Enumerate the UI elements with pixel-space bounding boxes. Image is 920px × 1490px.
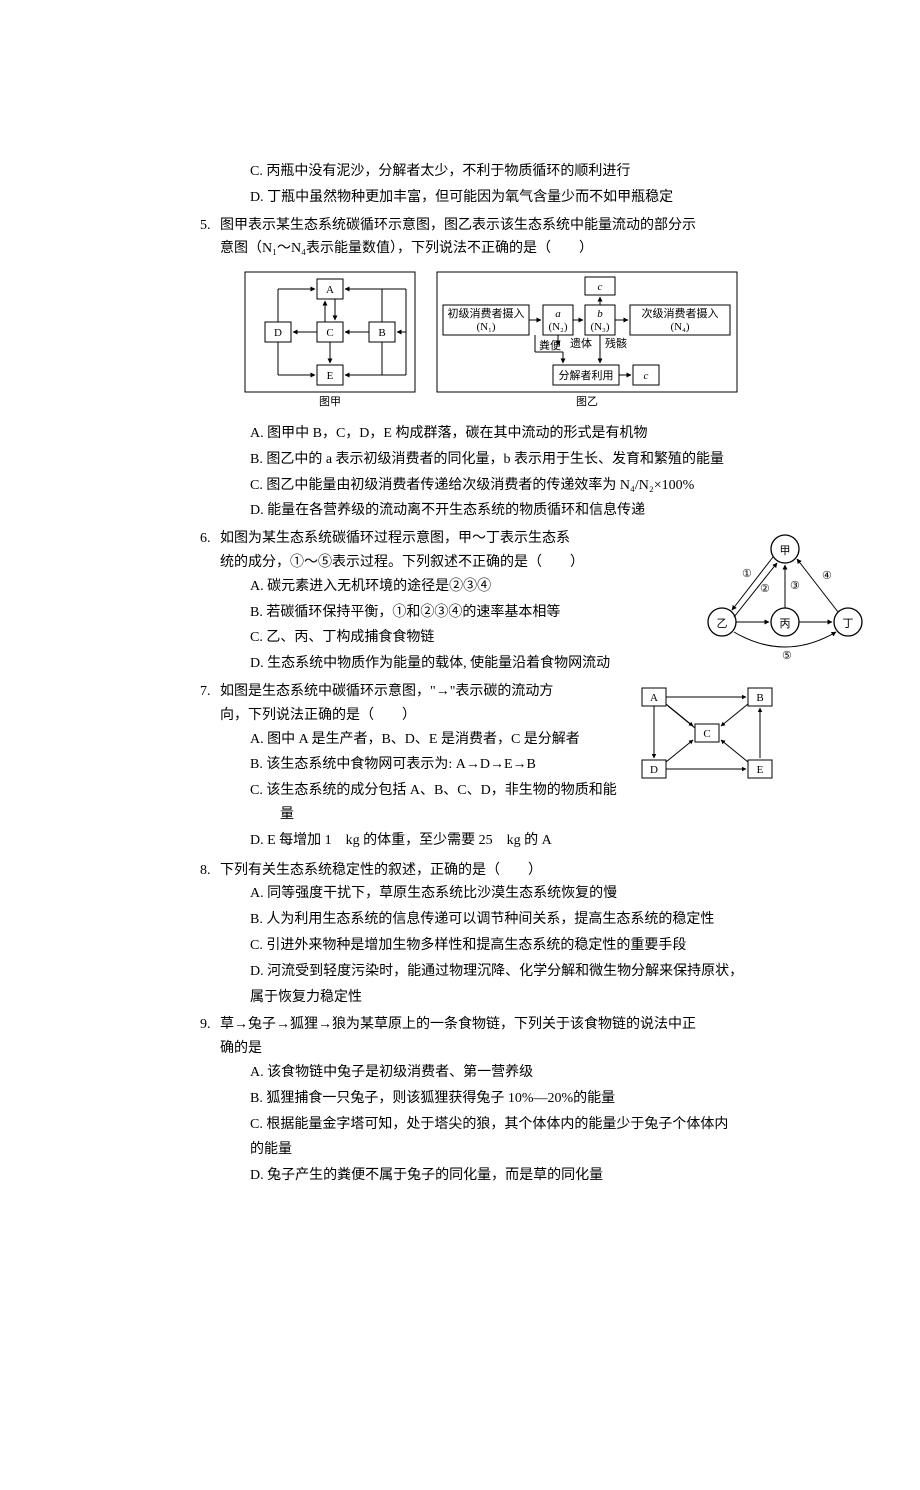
svg-text:丙: 丙 xyxy=(780,618,791,630)
svg-text:遗体: 遗体 xyxy=(570,336,592,350)
q6-stem-line1: 如图为某生态系统碳循环过程示意图，甲～丁表示生态系 xyxy=(220,527,770,551)
q5-stem-line1: 图甲表示某生态系统碳循环示意图，图乙表示该生态系统中能量流动的部分示 xyxy=(220,214,770,238)
q6-opt-c: C. 乙、丙、丁构成捕食食物链 xyxy=(250,626,770,650)
svg-text:②: ② xyxy=(760,583,770,595)
q9-stem-line2: 确的是 xyxy=(220,1037,770,1061)
diagram-yi: 初级消费者摄入 (N₁) a(N₂) b(N₃) 次级消费者摄入 (N₄) c … xyxy=(437,272,737,407)
jia-D: D xyxy=(274,327,282,339)
svg-text:b: b xyxy=(597,308,603,320)
q8-opt-d-l1: D. 河流受到轻度污染时，能通过物理沉降、化学分解和微生物分解来保持原状， xyxy=(250,960,770,984)
jia-A: A xyxy=(326,284,334,296)
yi-label: 图乙 xyxy=(576,395,598,407)
q9-stem-line1: 草→兔子→狐狸→狼为某草原上的一条食物链，下列关于该食物链的说法中正 xyxy=(220,1013,770,1037)
q9-opt-b: B. 狐狸捕食一只兔子，则该狐狸获得兔子 10%—20%的能量 xyxy=(250,1087,770,1111)
svg-text:a: a xyxy=(555,308,561,320)
page-container: C. 丙瓶中没有泥沙，分解者太少，不利于物质循环的顺利进行 D. 丁瓶中虽然物种… xyxy=(0,0,920,1490)
question-5: 5. 图甲表示某生态系统碳循环示意图，图乙表示该生态系统中能量流动的部分示 意图… xyxy=(220,214,770,524)
svg-text:初级消费者摄入: 初级消费者摄入 xyxy=(448,306,525,320)
svg-text:甲: 甲 xyxy=(780,545,791,557)
svg-text:③: ③ xyxy=(790,580,800,592)
q7-opt-d: D. E 每增加 1 kg 的体重，至少需要 25 kg 的 A xyxy=(250,829,770,853)
q5-opt-b: B. 图乙中的 a 表示初级消费者的同化量，b 表示用于生长、发育和繁殖的能量 xyxy=(250,448,770,472)
question-8: 8. 下列有关生态系统稳定性的叙述，正确的是（ ） A. 同等强度干扰下，草原生… xyxy=(220,859,770,1010)
question-7: 7. A B C D E 如图是生态系统中碳循环示意图，"→" xyxy=(220,680,770,855)
q8-opt-d-l2: 属于恢复力稳定性 xyxy=(250,986,770,1010)
svg-text:C: C xyxy=(703,728,710,740)
q6-stem-line2: 统的成分，①～⑤表示过程。下列叙述不正确的是（ ） xyxy=(220,551,770,575)
diagram-jia: A D C B E xyxy=(245,272,415,407)
svg-text:乙: 乙 xyxy=(717,617,728,630)
q8-opt-a: A. 同等强度干扰下，草原生态系统比沙漠生态系统恢复的慢 xyxy=(250,882,770,906)
q5-opt-d: D. 能量在各营养级的流动离不开生态系统的物质循环和信息传递 xyxy=(250,499,770,523)
jia-B: B xyxy=(378,327,385,339)
svg-text:(N₂): (N₂) xyxy=(548,321,567,333)
svg-text:(N₁): (N₁) xyxy=(476,321,495,333)
q9-number: 9. xyxy=(200,1013,211,1037)
q8-number: 8. xyxy=(200,859,211,883)
q6-number: 6. xyxy=(200,527,211,551)
svg-text:分解者利用: 分解者利用 xyxy=(559,368,614,382)
q6-opt-d: D. 生态系统中物质作为能量的载体, 使能量沿着食物网流动 xyxy=(250,652,770,676)
svg-text:(N₄): (N₄) xyxy=(670,321,689,333)
q9-opt-c-l2: 的能量 xyxy=(250,1138,770,1162)
q5-opt-a: A. 图甲中 B，C，D，E 构成群落，碳在其中流动的形式是有机物 xyxy=(250,422,770,446)
svg-text:残骸: 残骸 xyxy=(605,336,627,350)
svg-text:A: A xyxy=(650,692,658,704)
q6-opt-b: B. 若碳循环保持平衡，①和②③④的速率基本相等 xyxy=(250,601,770,625)
q8-opt-b: B. 人为利用生态系统的信息传递可以调节种间关系，提高生态系统的稳定性 xyxy=(250,908,770,932)
q5-svg: A D C B E xyxy=(240,267,740,407)
q5-number: 5. xyxy=(200,214,211,238)
svg-text:E: E xyxy=(757,764,764,776)
jia-label: 图甲 xyxy=(319,395,341,407)
svg-text:次级消费者摄入: 次级消费者摄入 xyxy=(642,306,719,320)
prev-option-c: C. 丙瓶中没有泥沙，分解者太少，不利于物质循环的顺利进行 xyxy=(250,160,770,184)
q7-number: 7. xyxy=(200,680,211,704)
q9-opt-d: D. 兔子产生的粪便不属于兔子的同化量，而是草的同化量 xyxy=(250,1164,770,1188)
q9-opt-c-l1: C. 根据能量金字塔可知，处于塔尖的狼，其个体体内的能量少于兔子个体体内 xyxy=(250,1113,770,1137)
q8-stem: 下列有关生态系统稳定性的叙述，正确的是（ ） xyxy=(220,859,770,883)
svg-text:④: ④ xyxy=(822,570,832,582)
prev-option-d: D. 丁瓶中虽然物种更加丰富，但可能因为氧气含量少而不如甲瓶稳定 xyxy=(250,186,770,210)
question-6: 6. 甲 乙 丙 丁 ① ② ③ ④ ⑤ xyxy=(220,527,770,676)
svg-text:c: c xyxy=(598,281,603,293)
q5-stem-line2: 意图（N₁～N₄表示能量数值），下列说法不正确的是（ ） xyxy=(220,237,770,261)
question-9: 9. 草→兔子→狐狸→狼为某草原上的一条食物链，下列关于该食物链的说法中正 确的… xyxy=(220,1013,770,1188)
q5-opt-c: C. 图乙中能量由初级消费者传递给次级消费者的传递效率为 N₄/N₂×100% xyxy=(250,474,770,498)
svg-text:D: D xyxy=(650,764,658,776)
svg-text:粪便: 粪便 xyxy=(539,338,561,352)
q5-diagrams: A D C B E xyxy=(240,267,770,416)
svg-text:⑤: ⑤ xyxy=(782,650,792,662)
q7-diagram: A B C D E xyxy=(632,680,782,799)
jia-E: E xyxy=(327,370,334,382)
svg-text:丁: 丁 xyxy=(843,618,854,630)
q6-diagram: 甲 乙 丙 丁 ① ② ③ ④ ⑤ xyxy=(700,527,870,676)
svg-text:①: ① xyxy=(742,568,752,580)
q9-opt-a: A. 该食物链中兔子是初级消费者、第一营养级 xyxy=(250,1061,770,1085)
svg-text:(N₃): (N₃) xyxy=(590,321,609,333)
q8-opt-c: C. 引进外来物种是增加生物多样性和提高生态系统的稳定性的重要手段 xyxy=(250,934,770,958)
svg-text:B: B xyxy=(756,692,763,704)
jia-C: C xyxy=(326,327,333,339)
svg-text:c: c xyxy=(644,370,649,382)
q6-opt-a: A. 碳元素进入无机环境的途径是②③④ xyxy=(250,575,770,599)
